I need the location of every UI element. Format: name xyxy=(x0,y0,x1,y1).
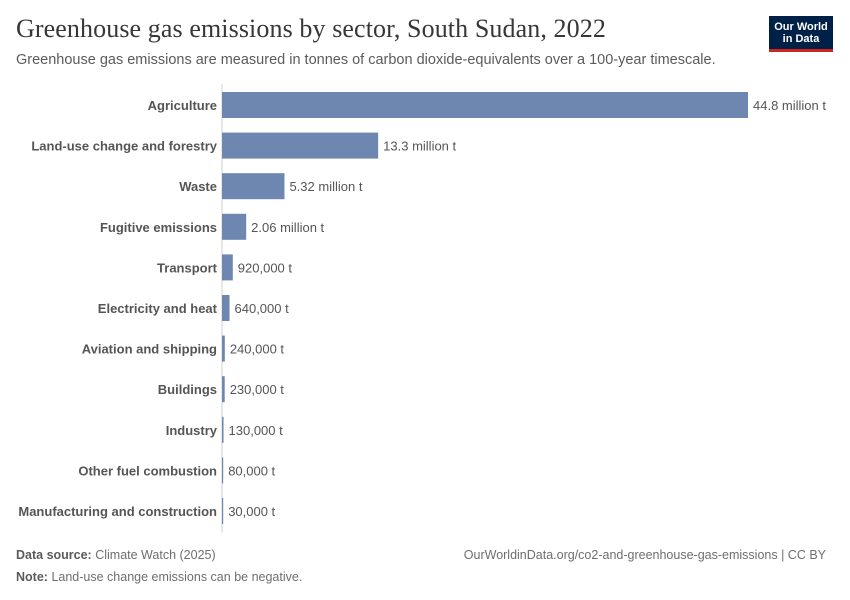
category-label: Industry xyxy=(166,423,218,438)
bar[interactable] xyxy=(222,335,225,362)
data-source: Data source: Climate Watch (2025) xyxy=(16,548,216,562)
owid-logo[interactable]: Our World in Data xyxy=(769,16,833,52)
bar[interactable] xyxy=(222,92,748,118)
bar[interactable] xyxy=(222,132,379,159)
value-label: 30,000 t xyxy=(228,504,275,519)
bar[interactable] xyxy=(222,254,233,281)
value-label: 240,000 t xyxy=(230,342,285,357)
bar[interactable] xyxy=(222,295,230,321)
bar[interactable] xyxy=(222,457,224,484)
category-label: Transport xyxy=(157,260,218,275)
chart-subtitle: Greenhouse gas emissions are measured in… xyxy=(16,52,716,68)
category-label: Manufacturing and construction xyxy=(18,504,217,519)
bar[interactable] xyxy=(222,498,224,524)
value-label: 230,000 t xyxy=(230,382,285,397)
bars-layer: Agriculture 44.8 million t Land-use change… xyxy=(18,92,826,524)
value-label: 130,000 t xyxy=(229,423,284,438)
value-label: 640,000 t xyxy=(235,301,290,316)
category-label: Buildings xyxy=(158,382,217,397)
note-label: Note: xyxy=(16,570,48,584)
source-url-link[interactable]: OurWorldinData.org/co2-and-greenhouse-ga… xyxy=(463,548,826,562)
value-label: 2.06 million t xyxy=(251,220,324,235)
bar[interactable] xyxy=(222,376,225,403)
category-label: Land-use change and forestry xyxy=(31,139,217,154)
category-label: Fugitive emissions xyxy=(100,220,217,235)
category-label: Agriculture xyxy=(148,98,217,113)
bar-chart: Agriculture 44.8 million t Land-use change… xyxy=(18,84,826,533)
value-label: 13.3 million t xyxy=(383,139,456,154)
note-value: Land-use change emissions can be negativ… xyxy=(51,570,303,584)
logo-line-2: in Data xyxy=(782,32,820,45)
data-source-label: Data source: xyxy=(16,548,92,562)
value-label: 80,000 t xyxy=(228,463,275,478)
logo-line-1: Our World xyxy=(774,20,828,33)
value-label: 920,000 t xyxy=(238,260,293,275)
bar[interactable] xyxy=(222,416,224,443)
category-label: Aviation and shipping xyxy=(82,342,217,357)
chart-title: Greenhouse gas emissions by sector, Sout… xyxy=(16,14,606,43)
value-label: 44.8 million t xyxy=(753,98,826,113)
bar[interactable] xyxy=(222,173,285,200)
bar[interactable] xyxy=(222,213,247,240)
category-label: Electricity and heat xyxy=(98,301,218,316)
data-source-value: Climate Watch (2025) xyxy=(95,548,216,562)
value-label: 5.32 million t xyxy=(289,179,362,194)
category-label: Waste xyxy=(179,179,217,194)
category-label: Other fuel combustion xyxy=(78,463,217,478)
chart-note: Note: Land-use change emissions can be n… xyxy=(16,570,302,584)
